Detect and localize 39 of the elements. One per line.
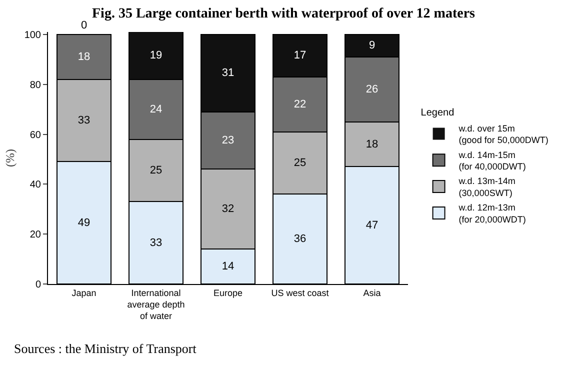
data-label: 25 xyxy=(150,164,162,176)
x-tick-label: US west coast xyxy=(271,288,330,298)
legend-title: Legend xyxy=(420,108,454,119)
data-label: 33 xyxy=(150,236,162,249)
data-label: 25 xyxy=(294,156,306,169)
y-axis-title: (%) xyxy=(3,149,17,167)
data-label: 18 xyxy=(78,50,90,63)
legend-label: w.d. 13m-14m (30,000SWT) xyxy=(458,176,516,198)
y-tick-label: 100 xyxy=(24,30,42,41)
data-label: 33 xyxy=(78,114,90,127)
data-label: 23 xyxy=(222,134,234,147)
data-label: 47 xyxy=(366,219,378,232)
data-label: 22 xyxy=(294,98,306,110)
data-label: 9 xyxy=(368,40,376,52)
x-tick-label: International average depth of water xyxy=(127,288,185,322)
y-tick-label: 20 xyxy=(30,230,42,241)
legend-label: w.d. 12m-13m (for 20,000WDT) xyxy=(458,202,526,224)
data-label: 32 xyxy=(222,203,234,216)
data-label: 18 xyxy=(366,138,378,150)
data-label: 36 xyxy=(294,233,306,246)
data-label: 19 xyxy=(150,50,162,62)
data-label: 17 xyxy=(294,50,306,62)
data-label: 31 xyxy=(222,67,234,80)
x-tick-label: Europe xyxy=(213,288,243,298)
x-tick-label: Japan xyxy=(72,288,96,298)
y-tick-label: 60 xyxy=(30,130,42,141)
data-label: 0 xyxy=(80,20,88,32)
chart-title: Fig. 35 Large container berth with waterproof of over 12 maters xyxy=(92,6,476,22)
y-tick-label: 40 xyxy=(30,180,42,191)
data-label: 26 xyxy=(366,83,378,96)
source-note: Sources : the Ministry of Transport xyxy=(14,341,197,356)
y-tick-label: 80 xyxy=(30,80,42,91)
data-label: 49 xyxy=(78,216,90,229)
y-tick-label: 0 xyxy=(35,280,42,290)
x-tick-label: Asia xyxy=(363,288,381,298)
data-label: 24 xyxy=(150,103,162,116)
legend-label: w.d. 14m-15m (for 40,000DWT) xyxy=(458,150,526,172)
data-label: 14 xyxy=(222,260,234,273)
legend-label: w.d. over 15m (good for 50,000DWT) xyxy=(458,123,548,146)
